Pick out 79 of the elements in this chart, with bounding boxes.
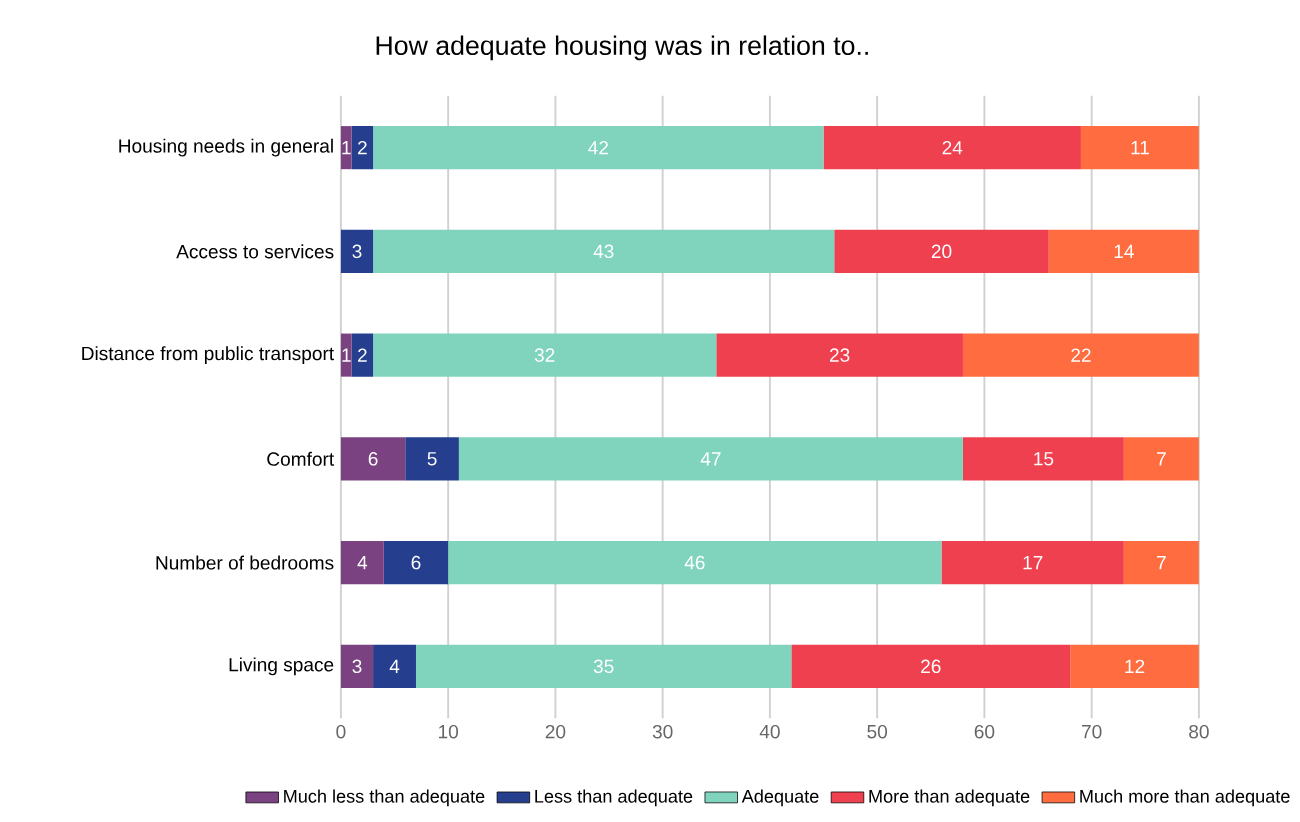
bar (351, 333, 374, 377)
data-label: 24 (942, 141, 963, 155)
bar (1048, 230, 1199, 274)
data-label: 20 (931, 244, 952, 259)
data-label: 47 (700, 452, 721, 466)
bar (340, 126, 352, 170)
y-tick-label: Comfort (267, 452, 335, 467)
bar (373, 126, 824, 170)
bar (373, 333, 717, 377)
data-label: 46 (684, 556, 705, 570)
bar (458, 437, 963, 481)
bar (448, 541, 942, 585)
data-label: 2 (358, 348, 367, 362)
y-tick-label: Access to services (176, 244, 334, 259)
x-tick-label: 80 (1189, 725, 1209, 739)
x-tick-label: 50 (867, 725, 888, 739)
x-tick-label: 40 (759, 725, 780, 739)
data-label: 4 (357, 556, 368, 570)
data-label: 5 (427, 452, 437, 466)
data-label: 32 (534, 348, 555, 363)
y-tick-label: Distance from public transport (82, 346, 334, 365)
bar (340, 541, 384, 585)
bar (823, 126, 1081, 170)
data-label: 1 (342, 348, 351, 362)
y-tick-label: Housing needs in general (119, 138, 333, 157)
bar (1123, 541, 1199, 585)
data-label: 22 (1071, 348, 1091, 362)
bar (962, 437, 1124, 481)
data-label: 11 (1131, 141, 1149, 155)
x-tick-label: 60 (974, 725, 995, 739)
data-label: 35 (593, 659, 614, 674)
bar (405, 437, 459, 481)
bar (962, 333, 1199, 377)
bar (340, 230, 374, 274)
bar (834, 230, 1049, 274)
bar (1123, 437, 1199, 481)
x-tick-label: 20 (545, 725, 566, 739)
y-tick-label: Number of bedrooms (156, 555, 334, 570)
data-label: 3 (352, 659, 362, 674)
data-label: 1 (342, 141, 351, 155)
legend-label: Much more than adequate (1080, 789, 1290, 807)
data-label: 7 (1157, 556, 1166, 570)
bar (941, 541, 1124, 585)
data-label: 43 (593, 244, 614, 259)
bar (383, 541, 449, 585)
data-label: 14 (1114, 244, 1134, 259)
legend-label: Adequate (741, 789, 819, 807)
data-label: 7 (1157, 452, 1166, 466)
data-label: 15 (1034, 452, 1054, 466)
data-label: 42 (588, 141, 608, 155)
data-label: 4 (389, 659, 400, 674)
data-label: 2 (358, 141, 367, 155)
bar (340, 333, 352, 377)
data-label: 6 (368, 452, 378, 466)
chart-title: How adequate housing was in relation to.. (376, 35, 868, 61)
bar (373, 644, 416, 689)
data-label: 3 (352, 244, 362, 259)
legend-label: Less than adequate (535, 789, 693, 807)
bar (351, 126, 374, 170)
bar (340, 644, 374, 689)
data-label: 23 (829, 348, 850, 363)
x-tick-label: 10 (439, 725, 459, 739)
bar (1070, 644, 1199, 689)
bar (716, 333, 963, 377)
y-tick-label: Living space (229, 657, 334, 676)
data-label: 17 (1023, 556, 1043, 570)
bar (415, 644, 792, 689)
data-label: 26 (921, 659, 941, 674)
bar (340, 437, 406, 481)
x-tick-label: 70 (1082, 725, 1102, 739)
bar (373, 230, 835, 274)
x-tick-label: 0 (336, 725, 346, 739)
bar (1080, 126, 1199, 170)
legend-label: Much less than adequate (284, 789, 485, 807)
legend-label: More than adequate (869, 789, 1030, 807)
bar (791, 644, 1071, 689)
x-tick-label: 30 (652, 725, 673, 739)
data-label: 6 (411, 556, 421, 570)
data-label: 12 (1125, 659, 1145, 674)
